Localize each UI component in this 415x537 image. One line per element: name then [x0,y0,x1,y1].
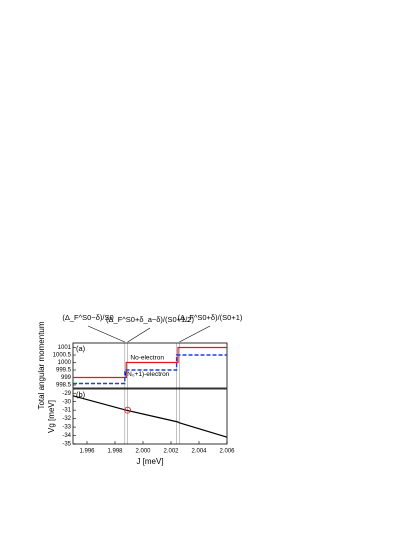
y-axis-label: Total angular momentum [37,321,46,409]
series-annotation: No-electron [130,355,164,362]
series-annotation: (N₀+1)-electron [125,371,170,378]
plot-frame [72,342,228,389]
x-axis-label: J [meV] [136,457,163,466]
series-line [73,354,227,385]
annotation-arrow [87,325,125,343]
y-tick-label: 1000.5 [53,353,72,359]
annotation: (Δ_F^S0−δ)/S0 [62,313,113,322]
y-tick-label: 1001 [58,345,72,351]
y-tick-label: -31 [62,408,71,414]
y-tick-label: 999.5 [56,368,72,374]
y-tick-label: 1000 [58,360,72,366]
panel-label: (b) [76,390,86,399]
y-tick-label: -32 [62,416,71,422]
x-tick-label: 2.004 [191,449,207,455]
y-tick-label: -30 [62,399,71,405]
y-axis-label: Vg [meV] [47,400,56,433]
x-tick-label: 1.998 [107,449,123,455]
x-tick-label: 2.006 [219,449,235,455]
marker [124,406,131,414]
y-tick-label: -34 [62,433,71,439]
y-tick-label: 998.5 [56,383,72,389]
annotation: (Δ_F^S0+δ)/(S0+1) [178,313,243,322]
series-line [73,346,227,379]
annotation-arrow [127,327,151,343]
x-tick-label: 2.002 [163,449,179,455]
plot-frame [72,388,228,445]
annotation: (Δ_F^S0+δ_a−δ)/(S0+1/2) [106,315,194,324]
y-tick-label: -35 [62,442,71,448]
panel-label: (a) [76,344,86,353]
y-tick-label: -33 [62,425,71,431]
x-tick-label: 2.000 [135,449,151,455]
y-tick-label: -29 [62,391,71,397]
series-line [72,395,228,438]
y-tick-label: 999 [61,375,72,381]
annotation-arrow [179,325,211,343]
x-tick-label: 1.996 [79,449,95,455]
